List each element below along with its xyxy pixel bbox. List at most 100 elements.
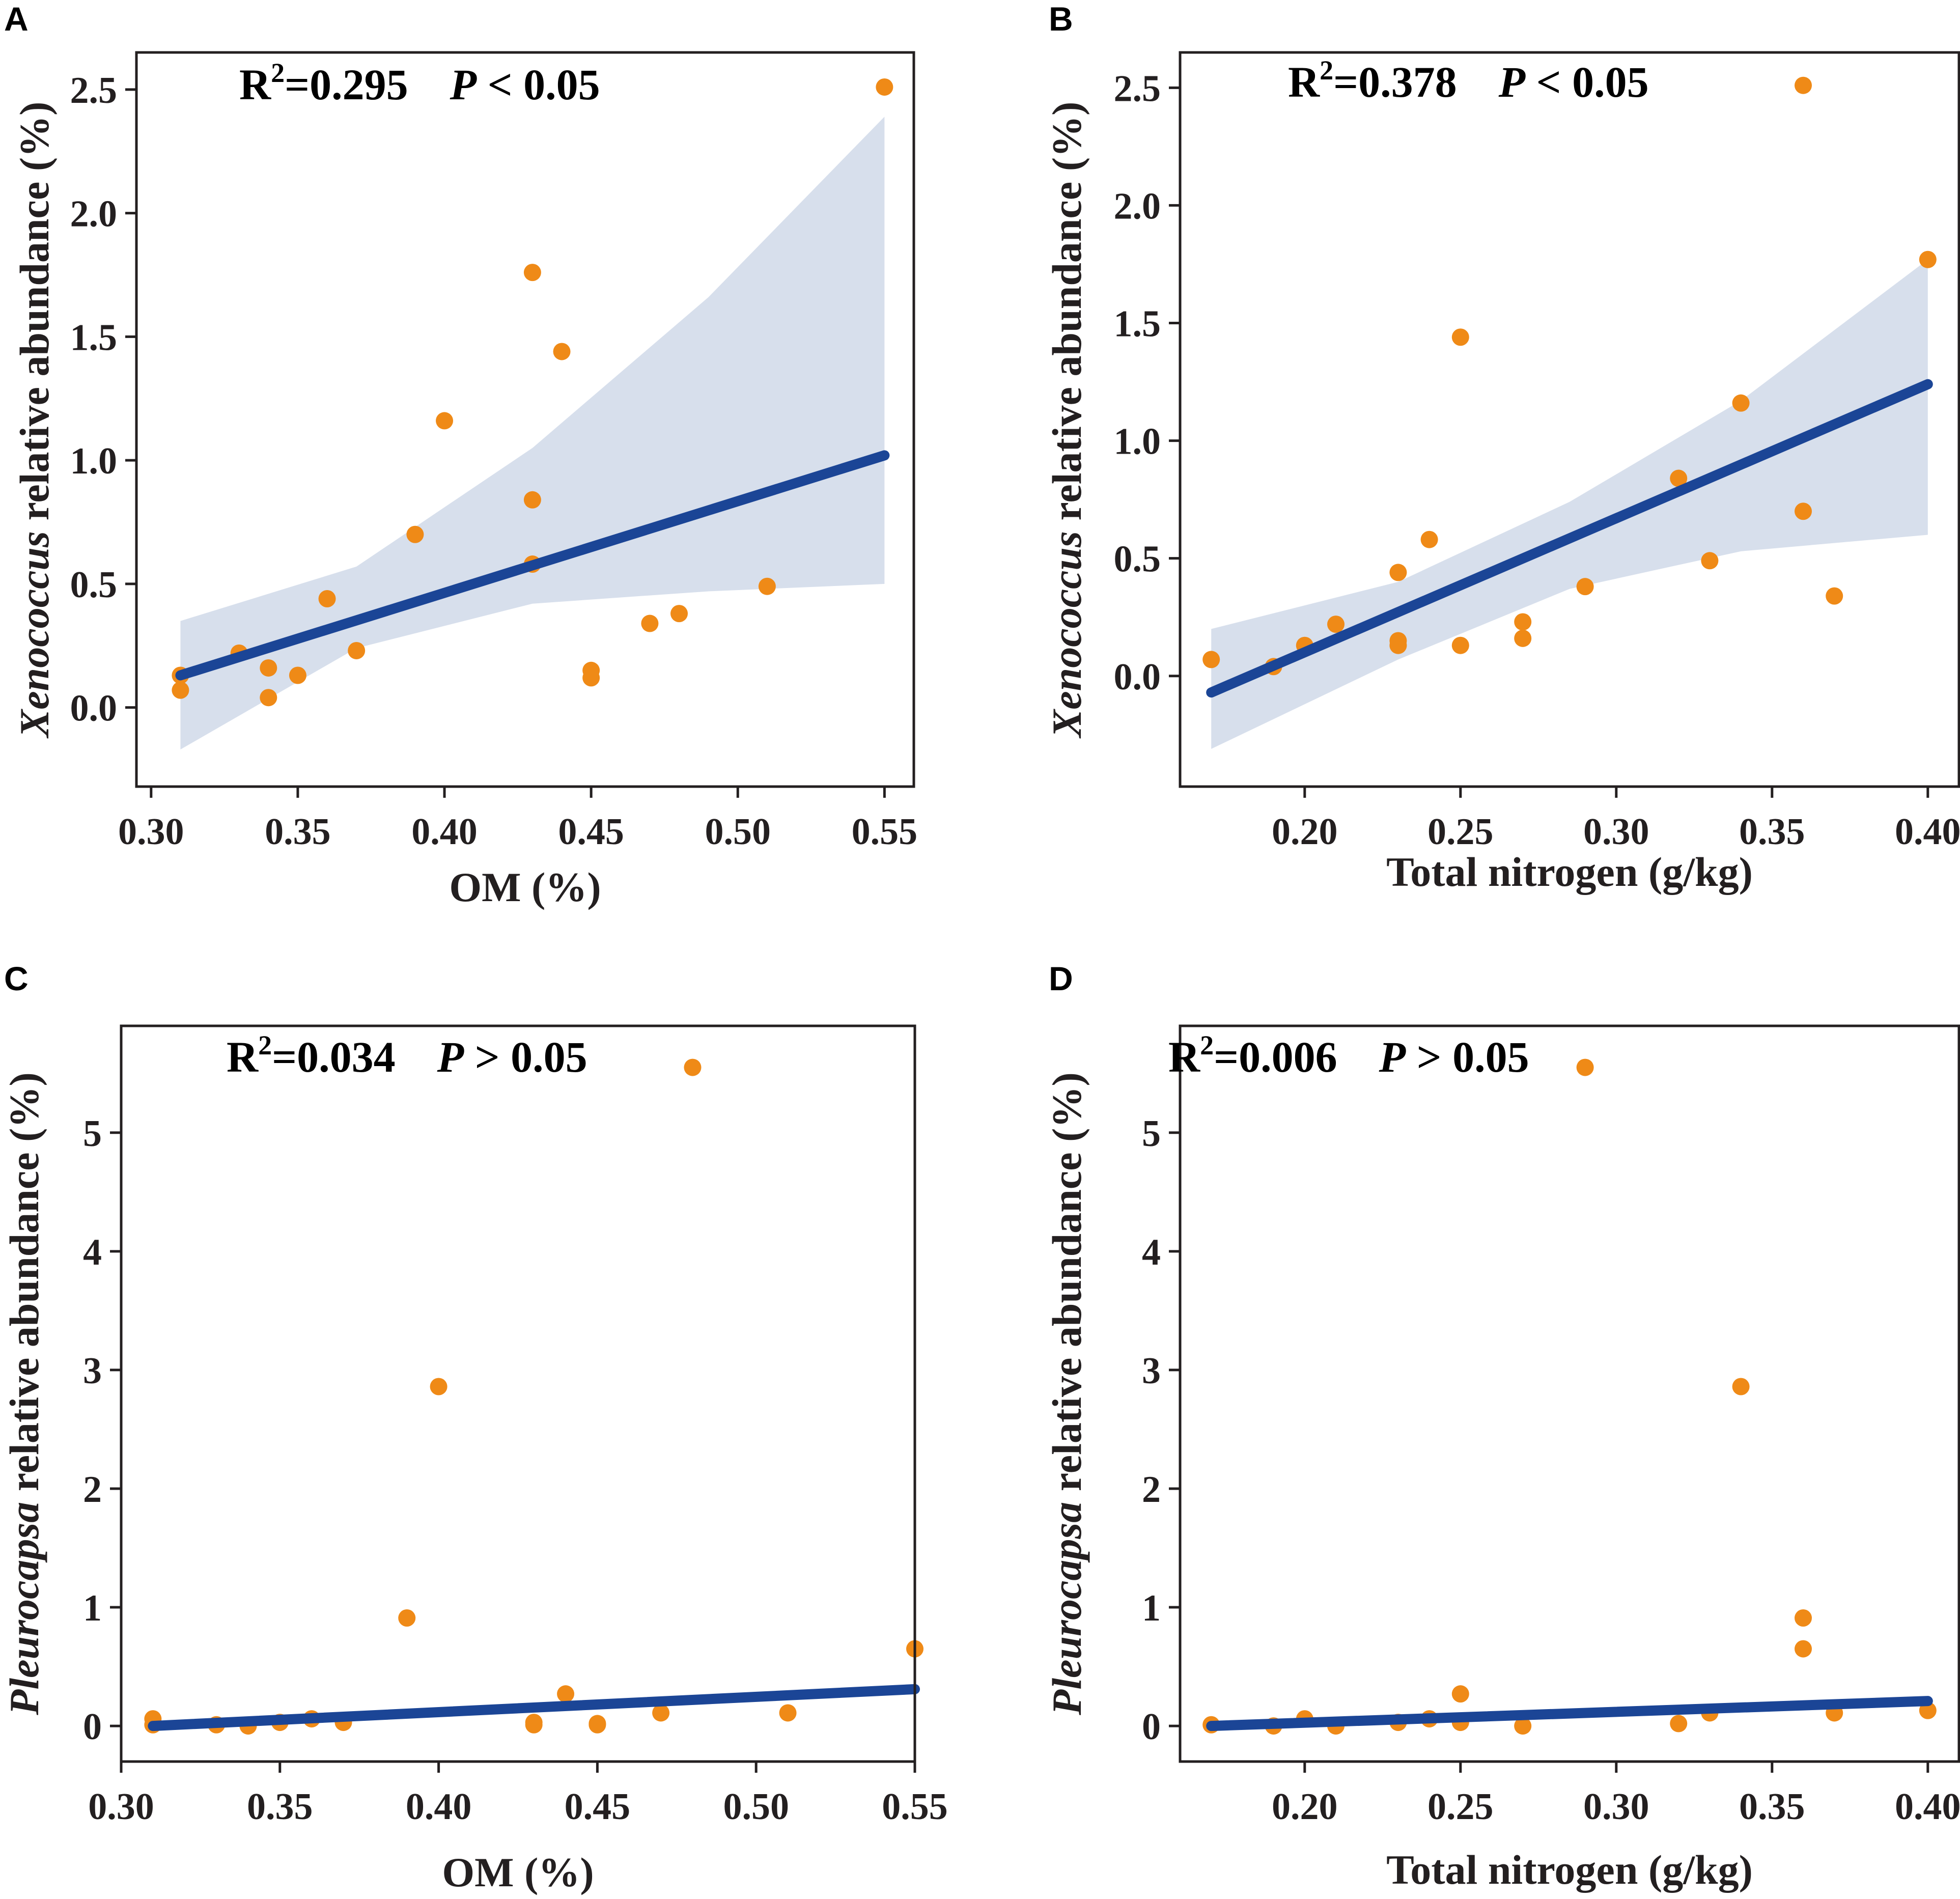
x-tick-label: 0.30 — [88, 1786, 154, 1828]
data-point — [1451, 636, 1469, 654]
x-tick-label: 0.20 — [1272, 811, 1338, 853]
y-tick-label: 1.0 — [1114, 421, 1161, 463]
y-tick-label: 1 — [1142, 1587, 1161, 1629]
y-tick-label: 5 — [83, 1113, 102, 1155]
x-tick-label: 0.30 — [1583, 1786, 1649, 1828]
data-point — [260, 659, 277, 677]
data-point — [398, 1609, 416, 1627]
x-tick-label: 0.50 — [705, 811, 771, 853]
data-point — [779, 1704, 797, 1722]
data-point — [1576, 578, 1594, 596]
r2-exponent: 2 — [271, 58, 285, 88]
y-axis-title-genus: Xenococcus — [1044, 531, 1090, 739]
y-tick-label: 0 — [83, 1706, 102, 1748]
panel-letter: B — [1049, 0, 1073, 38]
r2-value: =0.034 — [272, 1032, 396, 1081]
r2-value: =0.378 — [1333, 58, 1457, 106]
data-point — [1514, 1717, 1532, 1735]
x-tick-label: 0.25 — [1427, 1786, 1494, 1828]
plot-frame — [1179, 1024, 1960, 1763]
data-point — [260, 689, 277, 707]
y-tick-label: 3 — [1142, 1350, 1161, 1392]
y-axis-title-genus: Pleurocapsa — [1044, 1502, 1090, 1716]
x-tick-label: 0.40 — [1895, 1786, 1960, 1828]
panel-letter: A — [4, 0, 29, 38]
regression-line — [1206, 1696, 1933, 1732]
data-point — [172, 681, 189, 699]
r2-label: R — [1168, 1032, 1200, 1081]
data-point — [582, 669, 600, 687]
regression-line — [175, 450, 890, 681]
y-axis-title-rest: relative abundance (%) — [1, 1072, 47, 1502]
plot-frame — [135, 51, 915, 788]
data-point — [436, 412, 454, 430]
x-tick-label: 0.35 — [1739, 1786, 1805, 1828]
r2-exponent: 2 — [1320, 55, 1333, 86]
data-point — [1451, 328, 1469, 346]
panel-letter: C — [4, 960, 29, 997]
data-point — [289, 666, 306, 684]
y-tick-label: 2.5 — [1114, 68, 1161, 109]
x-tick-label: 0.35 — [1739, 811, 1805, 853]
x-axis-title: Total nitrogen (g/kg) — [1386, 1847, 1753, 1893]
panel-letter: D — [1049, 960, 1073, 997]
r2-label: R — [227, 1032, 259, 1081]
panel-a: A 0.30 0.35 0.40 0.45 0.50 0.55 0.0 0.5 1.0 1.5 2.0… — [4, 0, 917, 910]
p-value: > 0.05 — [1406, 1032, 1529, 1081]
data-point — [1919, 250, 1937, 268]
y-axis-title-rest: relative abundance (%) — [1044, 1072, 1090, 1502]
y-axis-title-rest: relative abundance (%) — [1044, 102, 1090, 532]
y-tick-label: 0.0 — [1114, 656, 1161, 698]
data-point — [1389, 564, 1407, 581]
data-point — [1670, 1715, 1688, 1733]
p-label: P — [450, 60, 478, 109]
y-axis-title-genus: Pleurocapsa — [1, 1502, 47, 1716]
data-point — [348, 641, 366, 659]
data-point — [557, 1685, 575, 1703]
data-point — [430, 1378, 447, 1395]
data-point — [1670, 469, 1688, 487]
r2-value: =0.295 — [285, 60, 408, 109]
panel-d: D 0.20 0.25 0.30 0.35 0.40 0 1 2 3 4 5 Total nitroge… — [1044, 960, 1960, 1893]
x-tick-label: 0.40 — [1895, 811, 1960, 853]
data-point — [1576, 1058, 1594, 1076]
y-axis-title: Xenococcus relative abundance (%) — [1044, 102, 1090, 739]
x-tick-label: 0.40 — [411, 811, 478, 853]
r2-label: R — [239, 60, 271, 109]
y-axis-title: Pleurocapsa relative abundance (%) — [1044, 1072, 1090, 1716]
y-tick-label: 2 — [83, 1469, 102, 1511]
stats-annotation: R2=0.295 P < 0.05 — [239, 58, 600, 109]
y-tick-label: 0.5 — [70, 564, 118, 606]
data-point — [318, 590, 336, 608]
y-tick-label: 2.0 — [1114, 185, 1161, 227]
x-tick-label: 0.30 — [118, 811, 184, 853]
y-tick-label: 2.5 — [70, 70, 118, 111]
data-point — [1420, 530, 1438, 548]
data-point — [523, 264, 541, 282]
data-point — [1451, 1685, 1469, 1703]
y-tick-label: 0.5 — [1114, 539, 1161, 580]
data-point — [758, 577, 776, 595]
data-point — [1732, 394, 1750, 412]
data-point — [684, 1058, 702, 1076]
x-tick-label: 0.45 — [565, 1786, 631, 1828]
r2-label: R — [1288, 58, 1320, 106]
x-tick-label: 0.20 — [1272, 1786, 1338, 1828]
confidence-band — [1211, 259, 1928, 749]
data-point — [523, 491, 541, 509]
stats-annotation: R2=0.006 P > 0.05 — [1168, 1030, 1529, 1081]
x-tick-label: 0.40 — [406, 1786, 472, 1828]
y-tick-label: 2.0 — [70, 193, 118, 235]
p-value: > 0.05 — [464, 1032, 587, 1081]
data-point — [1795, 502, 1812, 520]
y-axis-title: Xenococcus relative abundance (%) — [11, 102, 58, 739]
panel-b: B 0.20 0.25 0.30 0.35 0.40 0.0 0.5 1.0 1.5 2.0 2.5 T… — [1044, 0, 1960, 895]
data-point — [1327, 616, 1345, 633]
data-point — [641, 615, 659, 632]
x-axis-title: Total nitrogen (g/kg) — [1386, 849, 1753, 895]
r2-exponent: 2 — [258, 1030, 272, 1060]
x-tick-label: 0.30 — [1583, 811, 1649, 853]
y-tick-label: 5 — [1142, 1113, 1161, 1155]
r2-exponent: 2 — [1200, 1030, 1214, 1060]
data-point — [1202, 651, 1220, 668]
